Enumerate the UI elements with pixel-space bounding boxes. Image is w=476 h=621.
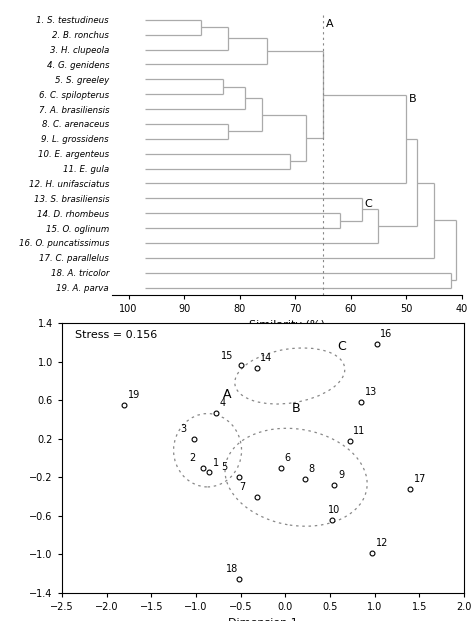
Text: 9: 9 — [338, 470, 344, 480]
Text: B: B — [292, 402, 300, 415]
Text: 19: 19 — [128, 390, 140, 400]
Text: 12: 12 — [376, 538, 388, 548]
Text: 5: 5 — [221, 463, 227, 473]
Text: A: A — [223, 388, 231, 401]
Text: 2: 2 — [189, 453, 195, 463]
Text: Stress = 0.156: Stress = 0.156 — [75, 330, 158, 340]
X-axis label: Similarity (%): Similarity (%) — [249, 320, 325, 330]
Text: B: B — [409, 94, 416, 104]
Text: C: C — [365, 199, 372, 209]
Text: 10: 10 — [328, 505, 340, 515]
Text: C: C — [337, 340, 346, 353]
Text: 11: 11 — [353, 426, 366, 436]
Text: 18: 18 — [227, 564, 238, 574]
Text: 8: 8 — [308, 465, 315, 474]
Text: 14: 14 — [260, 353, 273, 363]
X-axis label: Dimension 1: Dimension 1 — [228, 618, 298, 621]
Text: 17: 17 — [414, 474, 426, 484]
Text: 3: 3 — [180, 424, 186, 434]
Text: A: A — [326, 19, 333, 29]
Text: 13: 13 — [365, 388, 377, 397]
Text: 7: 7 — [239, 482, 245, 492]
Text: 1: 1 — [213, 458, 219, 468]
Text: 15: 15 — [221, 350, 233, 361]
Text: 4: 4 — [219, 398, 225, 408]
Text: 6: 6 — [285, 453, 290, 463]
Text: 16: 16 — [380, 329, 392, 339]
